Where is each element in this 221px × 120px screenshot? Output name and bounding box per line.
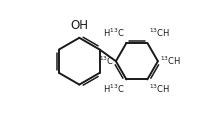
Text: OH: OH [70,19,89,32]
Text: $^{13}$CH: $^{13}$CH [149,83,170,95]
Text: H$^{13}$C: H$^{13}$C [103,83,125,95]
Text: $^{13}$C: $^{13}$C [99,54,114,67]
Text: H$^{13}$C: H$^{13}$C [103,27,125,39]
Text: $^{13}$CH: $^{13}$CH [160,55,181,67]
Text: $^{13}$CH: $^{13}$CH [149,27,170,39]
